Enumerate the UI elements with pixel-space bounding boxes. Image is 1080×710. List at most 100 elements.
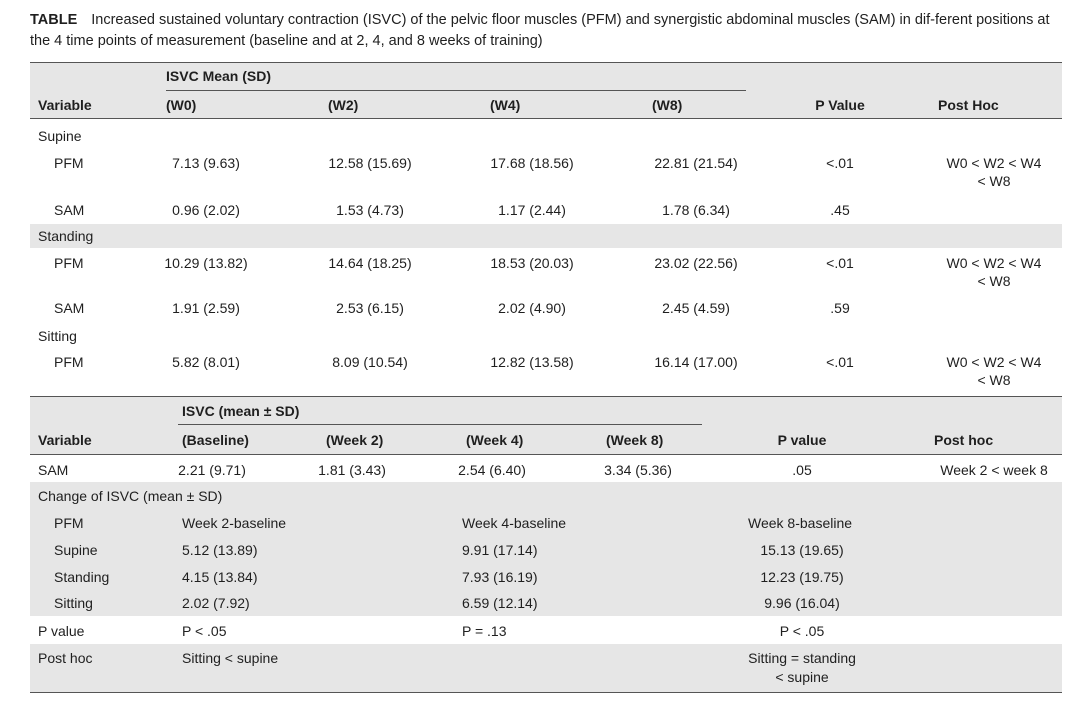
section-label-sitting: Sitting	[38, 328, 77, 344]
cell-w8: 23.02 (22.56)	[654, 255, 738, 271]
cell-p-week2: P < .05	[182, 623, 227, 639]
header-week4: (Week 4)	[466, 432, 524, 448]
row-label: SAM	[54, 202, 85, 218]
cell-w8: 1.78 (6.34)	[662, 202, 730, 218]
cell-change-week4: 6.59 (12.14)	[462, 595, 538, 611]
cell-w4: 1.17 (2.44)	[498, 202, 566, 218]
cell-p: <.01	[826, 255, 854, 271]
group-header: ISVC Mean (SD)	[166, 68, 272, 84]
cell-change-week8: 9.96 (16.04)	[764, 595, 840, 611]
row-label: PFM	[54, 255, 84, 271]
row-label: SAM	[54, 300, 85, 316]
group-rule	[166, 90, 746, 91]
cell-week2: 1.81 (3.43)	[318, 462, 386, 478]
table-1: ISVC Mean (SD) Variable (W0) (W2) (W4) (…	[30, 62, 1062, 394]
header-baseline: (Baseline)	[182, 432, 249, 448]
header-post-hoc: Post Hoc	[938, 97, 999, 113]
top-rule	[30, 396, 1062, 397]
cell-change-week4: 9.91 (17.14)	[462, 542, 538, 558]
cell-change-week2: 4.15 (13.84)	[182, 569, 258, 585]
cell-w4: 17.68 (18.56)	[490, 155, 574, 171]
header-week8: (Week 8)	[606, 432, 664, 448]
header-post-hoc: Post hoc	[934, 432, 994, 448]
cell-w0: 0.96 (2.02)	[172, 202, 240, 218]
row-label-p-value: P value	[38, 623, 85, 639]
header-week2: (Week 2)	[326, 432, 384, 448]
header-w8: (W8)	[652, 97, 683, 113]
cell-p-week8: P < .05	[779, 623, 825, 639]
cell-w0: 5.82 (8.01)	[172, 354, 240, 370]
row-label: PFM	[54, 155, 84, 171]
section-label-standing: Standing	[38, 228, 94, 244]
cell-change-week8: 15.13 (19.65)	[760, 542, 844, 558]
cell-change-week8: 12.23 (19.75)	[760, 569, 844, 585]
header-p-value: P value	[777, 432, 827, 448]
cell-p-week4: P = .13	[462, 623, 507, 639]
cell-change-week2: 2.02 (7.92)	[182, 595, 250, 611]
change-header-week2: Week 2-baseline	[182, 515, 287, 531]
cell-w4: 2.02 (4.90)	[498, 300, 566, 316]
cell-baseline: 2.21 (9.71)	[178, 462, 246, 478]
header-rule	[30, 454, 1062, 455]
cell-posthoc: Week 2 < week 8	[940, 462, 1048, 478]
cell-w4: 18.53 (20.03)	[490, 255, 574, 271]
cell-week8: 3.34 (5.36)	[604, 462, 672, 478]
cell-posthoc-cont: < W8	[977, 173, 1011, 189]
header-w2: (W2)	[328, 97, 359, 113]
cell-w0: 1.91 (2.59)	[172, 300, 240, 316]
caption-label: TABLE	[30, 12, 78, 28]
row-label: Supine	[54, 542, 98, 558]
cell-posthoc: W0 < W2 < W4	[946, 255, 1042, 271]
header-p-value: P Value	[815, 97, 865, 113]
row-label: Sitting	[54, 595, 93, 611]
change-title: Change of ISVC (mean ± SD)	[38, 488, 223, 504]
row-label: SAM	[38, 462, 69, 478]
cell-p: <.01	[826, 155, 854, 171]
caption-text: Increased sustained voluntary contractio…	[30, 12, 1050, 49]
header-w0: (W0)	[166, 97, 197, 113]
table-2-header-band	[30, 396, 1062, 454]
cell-w8: 2.45 (4.59)	[662, 300, 730, 316]
cell-w8: 22.81 (21.54)	[654, 155, 738, 171]
cell-week4: 2.54 (6.40)	[458, 462, 526, 478]
group-header: ISVC (mean ± SD)	[182, 403, 300, 419]
cell-w2: 2.53 (6.15)	[336, 300, 404, 316]
cell-posthoc: W0 < W2 < W4	[946, 155, 1042, 171]
cell-posthoc-week2: Sitting < supine	[182, 650, 279, 666]
row-label: Standing	[54, 569, 110, 585]
cell-w0: 10.29 (13.82)	[164, 255, 248, 271]
cell-p: <.01	[826, 354, 854, 370]
cell-p: .05	[792, 462, 812, 478]
header-variable: Variable	[38, 97, 92, 113]
cell-w8: 16.14 (17.00)	[654, 354, 738, 370]
change-header-week8: Week 8-baseline	[748, 515, 853, 531]
cell-change-week4: 7.93 (16.19)	[462, 569, 538, 585]
group-rule	[178, 424, 702, 425]
row-label: PFM	[54, 354, 84, 370]
cell-w4: 12.82 (13.58)	[490, 354, 574, 370]
change-band	[30, 482, 1062, 616]
cell-posthoc-week8-cont: < supine	[775, 669, 829, 685]
change-label-pfm: PFM	[54, 515, 84, 531]
cell-posthoc-week8: Sitting = standing	[748, 650, 856, 666]
cell-p: .45	[830, 202, 850, 218]
cell-w2: 1.53 (4.73)	[336, 202, 404, 218]
cell-w2: 12.58 (15.69)	[328, 155, 412, 171]
posthoc-band	[30, 644, 1062, 692]
cell-posthoc: W0 < W2 < W4	[946, 354, 1042, 370]
top-rule	[30, 62, 1062, 63]
cell-change-week2: 5.12 (13.89)	[182, 542, 258, 558]
table-caption: TABLE Increased sustained voluntary contr…	[30, 10, 1070, 52]
header-variable: Variable	[38, 432, 92, 448]
cell-w2: 8.09 (10.54)	[332, 354, 408, 370]
section-label-supine: Supine	[38, 128, 82, 144]
cell-w0: 7.13 (9.63)	[172, 155, 240, 171]
row-label-post-hoc: Post hoc	[38, 650, 93, 666]
change-header-week4: Week 4-baseline	[462, 515, 567, 531]
bottom-rule	[30, 692, 1062, 693]
cell-p: .59	[830, 300, 850, 316]
section-band-standing	[30, 224, 1062, 248]
header-rule	[30, 118, 1062, 119]
header-w4: (W4)	[490, 97, 521, 113]
cell-posthoc-cont: < W8	[977, 273, 1011, 289]
